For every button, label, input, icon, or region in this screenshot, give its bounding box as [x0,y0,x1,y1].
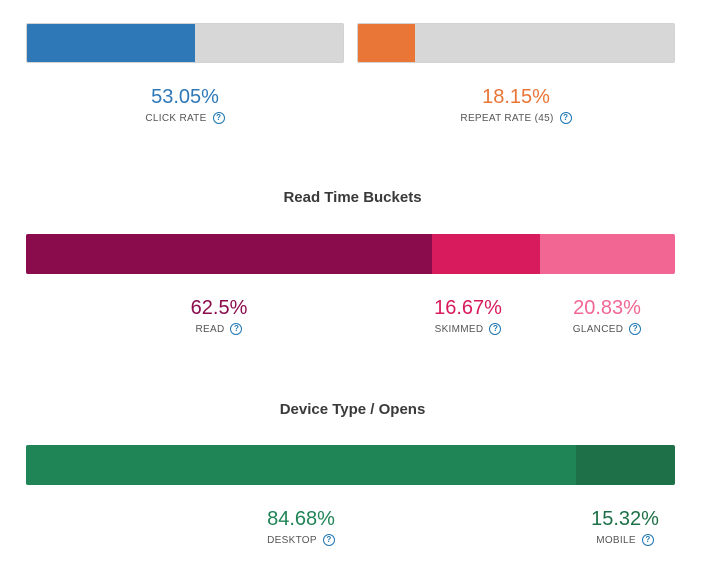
repeat-rate-label: REPEAT RATE (45) [460,112,554,124]
click-rate-label: CLICK RATE [145,112,207,124]
repeat-rate-value: 18.15% [482,86,550,108]
skimmed-label: SKIMMED [434,323,484,335]
repeat-rate-stat: 18.15% REPEAT RATE (45) ? [406,85,626,124]
glanced-label: GLANCED [572,323,624,335]
click-rate-fill [27,24,195,62]
question-circle-icon[interactable]: ? [641,534,654,546]
read-value: 62.5% [190,297,248,319]
mobile-value: 15.32% [591,508,659,530]
skimmed-segment [431,234,540,274]
repeat-rate-fill [358,24,416,62]
read-time-title: Read Time Buckets [283,189,422,206]
skimmed-stat: 16.67% SKIMMED ? [388,296,548,335]
question-circle-icon[interactable]: ? [629,323,642,335]
question-circle-icon[interactable]: ? [322,534,335,546]
question-circle-icon[interactable]: ? [230,323,243,335]
desktop-label: DESKTOP [267,534,317,546]
question-circle-icon[interactable]: ? [559,112,572,124]
device-title: Device Type / Opens [279,401,426,418]
click-rate-track [194,24,343,62]
glanced-segment [539,234,675,274]
desktop-value: 84.68% [267,508,335,530]
glanced-value: 20.83% [573,297,641,319]
desktop-stat: 84.68% DESKTOP ? [221,507,381,546]
click-rate-value: 53.05% [151,86,219,108]
device-bar [26,445,675,485]
read-stat: 62.5% READ ? [139,296,299,335]
desktop-segment [26,445,576,485]
read-segment [26,234,432,274]
question-circle-icon[interactable]: ? [489,323,502,335]
repeat-rate-bar [357,23,675,63]
click-rate-stat: 53.05% CLICK RATE ? [85,85,285,124]
mobile-stat: 15.32% MOBILE ? [545,507,705,546]
glanced-stat: 20.83% GLANCED ? [527,296,687,335]
mobile-segment [575,445,675,485]
mobile-label: MOBILE [596,534,636,546]
click-rate-bar [26,23,344,63]
question-circle-icon[interactable]: ? [212,112,225,124]
repeat-rate-track [415,24,674,62]
skimmed-value: 16.67% [434,297,502,319]
read-label: READ [195,323,225,335]
read-time-bar [26,234,675,274]
